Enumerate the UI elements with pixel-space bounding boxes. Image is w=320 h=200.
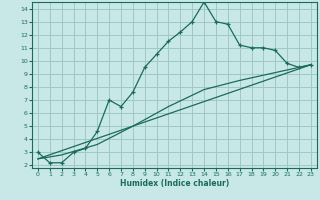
X-axis label: Humidex (Indice chaleur): Humidex (Indice chaleur) xyxy=(120,179,229,188)
